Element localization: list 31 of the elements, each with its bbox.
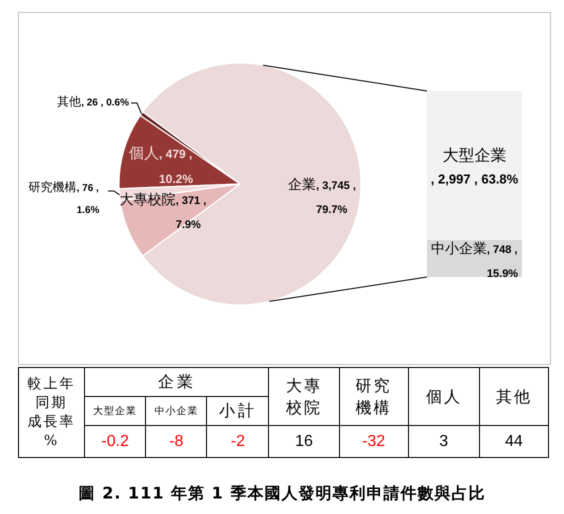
data-label: , 3,745 , 79.7% <box>316 180 356 216</box>
data-label: 3 <box>408 426 480 458</box>
category-label: 中小企業 <box>146 396 207 426</box>
series-label: 大型企業 <box>442 146 506 165</box>
slice-label: 研究機構 <box>28 180 77 194</box>
data-label: -2 <box>206 426 269 458</box>
slice-label: 其他 <box>57 94 82 108</box>
slice-label: 個人 <box>128 144 159 162</box>
category-label: 大型企業 <box>84 396 146 426</box>
text: 較上年同期成長率% <box>28 374 76 450</box>
data-label: -8 <box>146 426 207 458</box>
data-label: , 479 , 10.2% <box>158 147 194 186</box>
text: 企業 <box>84 368 269 396</box>
slice-label: 大專校院 <box>120 192 176 208</box>
caption: 圖 2. 111 年第 1 季本國人發明專利申請件數與占比 <box>78 484 486 504</box>
category-label: 研究機構 <box>354 374 393 418</box>
data-label: -32 <box>339 426 408 458</box>
data-label: , 26 , 0.6% <box>81 98 129 108</box>
data-label: 44 <box>479 426 548 458</box>
category-label: 大專校院 <box>285 374 323 418</box>
data-label: , 2,997 , 63.8% <box>430 172 518 187</box>
category-label: 其他 <box>494 386 533 408</box>
slice-label: 企業 <box>288 177 316 193</box>
data-label: -0.2 <box>84 426 146 458</box>
data-label: , 76 , 1.6% <box>76 183 100 216</box>
series-label: 中小企業 <box>430 241 487 258</box>
data-label: , 748 , 15.9% <box>486 244 518 280</box>
category-label: 個人 <box>424 386 463 408</box>
data-label: 16 <box>268 426 340 458</box>
category-label: 小計 <box>206 396 269 426</box>
data-label: , 371 , 7.9% <box>176 195 206 231</box>
